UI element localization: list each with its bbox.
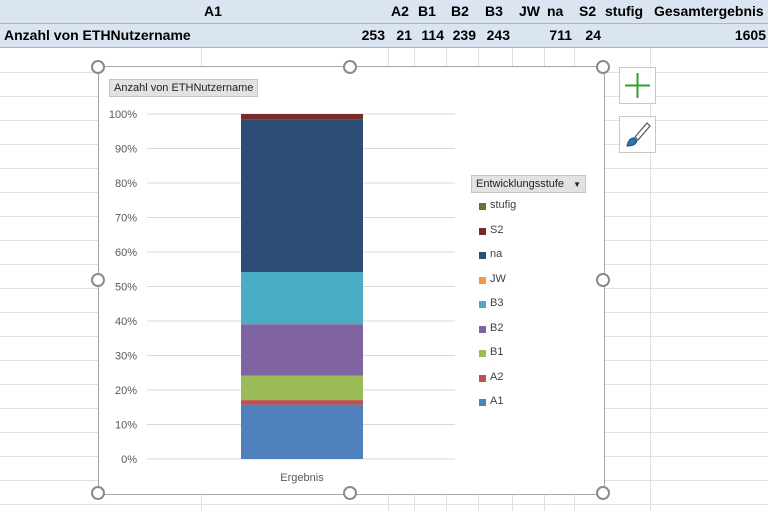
legend-swatch: [479, 350, 486, 357]
pivot-value-jw[interactable]: [516, 24, 542, 47]
legend-swatch: [479, 301, 486, 308]
legend-item-b1[interactable]: B1: [490, 346, 504, 358]
pivot-value-b3[interactable]: 243: [486, 27, 510, 43]
legend-field-label: Entwicklungsstufe: [476, 178, 565, 190]
legend-swatch: [479, 203, 486, 210]
pivot-header-cell-b1[interactable]: B1: [418, 3, 436, 19]
pivot-header-row: A1 A2 B1 B2 B3 JW na S2 stufig Gesamterg…: [0, 0, 768, 24]
bar-segment-b3[interactable]: [241, 271, 363, 325]
resize-handle-bottom-right[interactable]: [596, 486, 610, 500]
y-tick-label: 30%: [115, 351, 137, 363]
row-gridline: [0, 504, 768, 505]
legend-item-stufig[interactable]: stufig: [490, 199, 517, 211]
chart-styles-button[interactable]: [619, 116, 656, 153]
legend-item-jw[interactable]: JW: [490, 272, 506, 285]
pivot-chart[interactable]: 0% 10% 20% 30% 40% 50% 60% 70% 80% 90% 100% Ergebni…: [98, 66, 605, 495]
bar-segment-b2[interactable]: [241, 324, 363, 376]
pivot-value-row: Anzahl von ETHNutzername 253 21 114 239 …: [0, 24, 768, 48]
value-field-button[interactable]: Anzahl von ETHNutzername: [109, 79, 259, 97]
x-tick-label: Ergebnis: [280, 472, 324, 484]
bar-segment-na[interactable]: [241, 119, 363, 272]
y-tick-label: 40%: [115, 316, 137, 328]
pivot-header-cell-b2[interactable]: B2: [451, 3, 469, 19]
pivot-value-total[interactable]: 1605: [734, 27, 766, 43]
pivot-value-b1[interactable]: 114: [421, 27, 444, 43]
chart-elements-button[interactable]: [619, 67, 656, 104]
pivot-value-a1[interactable]: 253: [361, 27, 385, 43]
bar-segment-a1[interactable]: [241, 404, 363, 459]
legend-swatch: [479, 276, 486, 284]
resize-handle-bottom[interactable]: [343, 486, 357, 500]
pivot-header-cell-b3[interactable]: B3: [485, 3, 503, 19]
y-tick-label: 80%: [115, 178, 137, 190]
bar-segment-b1[interactable]: [241, 375, 363, 401]
y-tick-label: 20%: [115, 385, 137, 397]
y-tick-label: 50%: [115, 282, 137, 294]
legend-item-s2[interactable]: S2: [490, 223, 504, 236]
bar-segment-a2[interactable]: [241, 400, 363, 405]
legend-field-button[interactable]: Entwicklungsstufe ▼: [471, 175, 587, 193]
resize-handle-top-right[interactable]: [596, 60, 610, 74]
dropdown-arrow-icon: ▼: [573, 180, 582, 189]
legend-swatch: [479, 252, 486, 259]
legend-item-a2[interactable]: A2: [490, 370, 504, 383]
y-tick-label: 70%: [115, 213, 137, 225]
legend-swatch: [479, 374, 486, 382]
brush-icon: [626, 122, 651, 147]
pivot-header-cell-a2[interactable]: A2: [391, 3, 409, 19]
y-tick-label: 100%: [109, 109, 137, 121]
chart-plot-area: 0% 10% 20% 30% 40% 50% 60% 70% 80% 90% 100% Ergebni…: [109, 109, 455, 484]
pivot-header-cell-jw[interactable]: JW: [519, 3, 540, 19]
pivot-value-stufig[interactable]: [606, 24, 648, 47]
legend-swatch: [479, 325, 486, 333]
legend-item-a1[interactable]: A1: [490, 395, 504, 407]
pivot-header-cell-stufig[interactable]: stufig: [605, 3, 644, 19]
plus-icon: [625, 73, 650, 98]
legend-swatch: [479, 399, 486, 406]
y-tick-label: 10%: [115, 420, 137, 432]
pivot-header-cell-a1[interactable]: A1: [204, 3, 222, 19]
resize-handle-bottom-left[interactable]: [91, 486, 105, 500]
y-tick-label: 90%: [115, 144, 137, 156]
pivot-value-a2[interactable]: 21: [396, 27, 412, 43]
pivot-value-b2[interactable]: 239: [452, 27, 476, 43]
y-tick-label: 0%: [121, 454, 137, 466]
y-tick-label: 60%: [115, 247, 137, 259]
resize-handle-top[interactable]: [343, 60, 357, 74]
pivot-header-cell-na[interactable]: na: [547, 3, 564, 19]
resize-handle-top-left[interactable]: [91, 60, 105, 74]
pivot-header-cell-s2[interactable]: S2: [579, 3, 597, 19]
resize-handle-left[interactable]: [91, 273, 105, 287]
pivot-row-label[interactable]: Anzahl von ETHNutzername: [4, 27, 191, 43]
legend-swatch: [479, 227, 486, 235]
resize-handle-right[interactable]: [596, 273, 610, 287]
pivot-value-s2[interactable]: 24: [585, 27, 601, 43]
legend-item-b3[interactable]: B3: [490, 297, 504, 309]
legend-item-b2[interactable]: B2: [490, 321, 504, 334]
pivot-header-cell-total[interactable]: Gesamtergebnis: [654, 3, 764, 19]
bar-segment-s2[interactable]: [241, 114, 363, 120]
legend-item-na[interactable]: na: [490, 248, 503, 260]
col-gridline: [650, 48, 651, 511]
pivot-value-na[interactable]: 711: [549, 27, 572, 43]
